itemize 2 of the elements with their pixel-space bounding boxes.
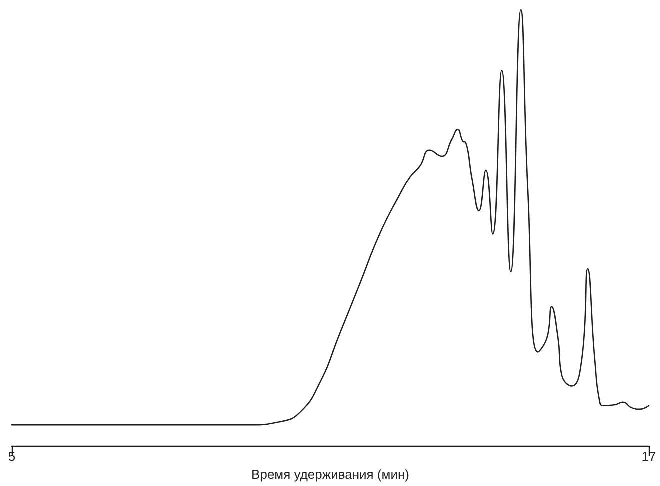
x-tick-label: 17: [642, 449, 656, 464]
x-axis-title: Время удерживания (мин): [252, 467, 410, 482]
